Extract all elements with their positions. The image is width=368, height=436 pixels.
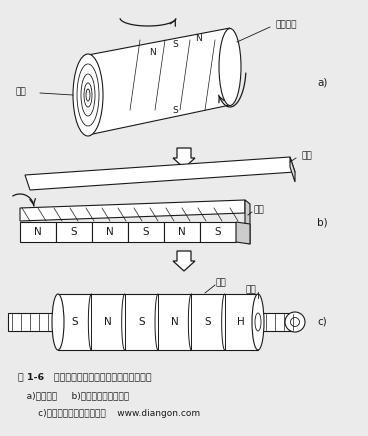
Polygon shape <box>173 251 195 271</box>
Ellipse shape <box>86 89 90 101</box>
Polygon shape <box>164 222 200 242</box>
Text: N: N <box>106 227 114 237</box>
Ellipse shape <box>73 54 103 136</box>
Text: S: S <box>172 106 178 115</box>
Text: S: S <box>143 227 149 237</box>
Text: N: N <box>178 227 186 237</box>
Text: N: N <box>195 34 201 42</box>
Text: H: H <box>237 317 245 327</box>
Ellipse shape <box>84 83 92 107</box>
Text: N: N <box>171 317 178 327</box>
Polygon shape <box>290 157 295 182</box>
Text: 初级: 初级 <box>215 279 226 287</box>
Ellipse shape <box>77 64 99 126</box>
Polygon shape <box>25 157 295 190</box>
Text: S: S <box>71 227 77 237</box>
Text: 转子: 转子 <box>15 88 26 96</box>
Polygon shape <box>128 222 164 242</box>
Text: N: N <box>149 48 155 57</box>
Text: S: S <box>138 317 145 327</box>
Text: 初级: 初级 <box>253 205 264 215</box>
Text: S: S <box>172 40 178 48</box>
Polygon shape <box>236 222 250 244</box>
Ellipse shape <box>255 313 261 331</box>
Ellipse shape <box>285 312 305 332</box>
Polygon shape <box>258 313 295 331</box>
Text: 次级: 次级 <box>302 151 313 160</box>
Polygon shape <box>245 200 250 244</box>
Text: 定子磁场: 定子磁场 <box>275 20 297 30</box>
Text: a): a) <box>317 77 328 87</box>
Polygon shape <box>173 148 195 168</box>
Polygon shape <box>58 294 258 350</box>
Text: c): c) <box>317 317 327 327</box>
Text: N: N <box>34 227 42 237</box>
Text: S: S <box>215 227 221 237</box>
Polygon shape <box>20 222 56 242</box>
Text: 图 1-6   旋转电机演变为圆筒型直线电机的过程: 图 1-6 旋转电机演变为圆筒型直线电机的过程 <box>18 372 152 382</box>
Polygon shape <box>8 313 58 331</box>
Text: b): b) <box>317 217 328 227</box>
Ellipse shape <box>81 74 95 116</box>
Ellipse shape <box>290 317 300 327</box>
Ellipse shape <box>252 294 264 350</box>
Polygon shape <box>56 222 92 242</box>
Polygon shape <box>92 222 128 242</box>
Polygon shape <box>20 200 245 221</box>
Text: S: S <box>71 317 78 327</box>
Text: S: S <box>205 317 211 327</box>
Text: c)圆筒型（管型）直线电机    www.diangon.com: c)圆筒型（管型）直线电机 www.diangon.com <box>18 409 200 418</box>
Text: N: N <box>104 317 112 327</box>
Ellipse shape <box>219 28 241 106</box>
Polygon shape <box>200 222 236 242</box>
Polygon shape <box>88 28 230 135</box>
Ellipse shape <box>52 294 64 350</box>
Text: a)旋转电机     b)扁平型单边直线电机: a)旋转电机 b)扁平型单边直线电机 <box>18 392 129 401</box>
Text: 次级: 次级 <box>245 286 256 294</box>
